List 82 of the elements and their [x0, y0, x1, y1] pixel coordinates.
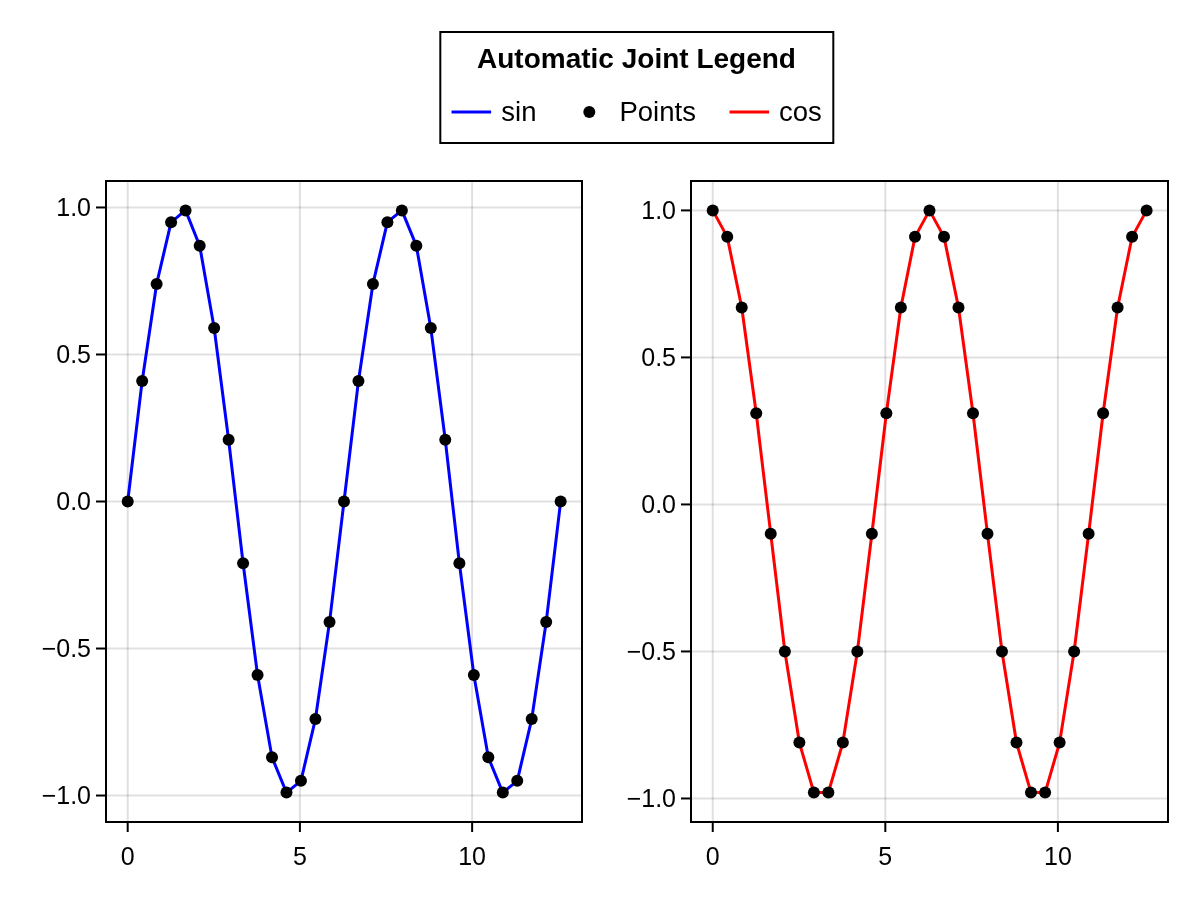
x-tick-label: 10 [1043, 841, 1072, 870]
point [424, 322, 437, 335]
x-tick-label: 0 [705, 841, 720, 870]
point [496, 786, 509, 799]
y-tick-label: −1.0 [41, 781, 91, 810]
point [511, 774, 524, 787]
point [554, 495, 567, 508]
point [952, 301, 965, 314]
x-tick-label: 5 [878, 841, 893, 870]
point [1126, 230, 1139, 243]
point [1039, 786, 1052, 799]
point [938, 230, 950, 243]
point [1010, 736, 1023, 749]
point [251, 668, 264, 681]
point [909, 230, 921, 243]
point [410, 239, 423, 252]
x-tick-label: 10 [458, 841, 487, 870]
point [793, 736, 806, 749]
point [851, 645, 864, 658]
y-tick-label: −1.0 [626, 784, 676, 813]
point [453, 557, 466, 570]
point [237, 557, 250, 570]
x-tick-label: 5 [292, 841, 307, 870]
point [482, 751, 495, 764]
point [540, 616, 553, 629]
y-tick-label: 0.5 [641, 343, 676, 372]
y-tick-label: 1.0 [641, 196, 676, 225]
point [266, 751, 279, 764]
point [338, 495, 350, 508]
point [395, 204, 408, 217]
point [836, 736, 849, 749]
point [865, 527, 878, 540]
point [1053, 736, 1066, 749]
point [894, 301, 907, 314]
point [352, 374, 365, 387]
point [721, 230, 734, 243]
point [179, 204, 192, 217]
point [136, 374, 149, 387]
point [764, 527, 777, 540]
point [735, 301, 748, 314]
point [467, 668, 480, 681]
point [222, 433, 235, 446]
point [366, 277, 379, 290]
point [923, 204, 936, 217]
point [165, 216, 178, 229]
point [1068, 645, 1081, 658]
point [822, 786, 835, 799]
point [1024, 786, 1037, 799]
point [1097, 407, 1110, 420]
point [121, 495, 134, 508]
x-tick-label: 0 [120, 841, 135, 870]
point [966, 407, 979, 420]
y-tick-label: −0.5 [41, 634, 91, 663]
point [1111, 301, 1124, 314]
point [706, 204, 719, 217]
point [280, 786, 293, 799]
legend-title: Automatic Joint Legend [476, 43, 797, 75]
point [323, 616, 336, 629]
legend-label: sin [501, 96, 537, 128]
point [208, 322, 221, 335]
y-tick-label: 1.0 [56, 193, 91, 222]
y-tick-label: 0.0 [56, 487, 91, 516]
legend-label: cos [778, 96, 822, 128]
point [309, 713, 322, 726]
point [750, 407, 763, 420]
point [1082, 527, 1095, 540]
point [439, 433, 452, 446]
y-tick-label: 0.0 [641, 490, 676, 519]
point [294, 774, 307, 787]
point [1140, 204, 1153, 217]
point [880, 407, 893, 420]
point [381, 216, 394, 229]
y-tick-label: −0.5 [626, 637, 676, 666]
point [525, 713, 538, 726]
point [807, 786, 820, 799]
point [778, 645, 791, 658]
point [193, 239, 206, 252]
legend-label: Points [619, 96, 696, 128]
point [981, 527, 994, 540]
point [150, 277, 163, 290]
y-tick-label: 0.5 [56, 340, 91, 369]
point [995, 645, 1008, 658]
